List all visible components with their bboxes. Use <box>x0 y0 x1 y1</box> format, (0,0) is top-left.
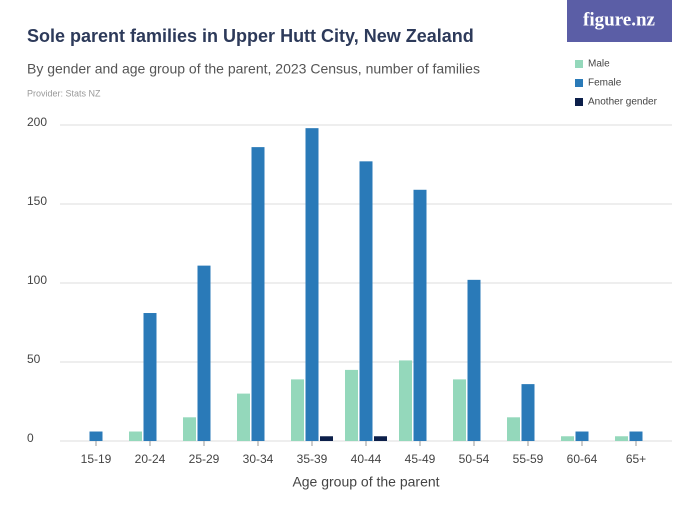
bar <box>237 393 250 441</box>
x-tick-label: 25-29 <box>189 452 220 466</box>
y-tick-label: 200 <box>27 115 47 129</box>
chart-subtitle: By gender and age group of the parent, 2… <box>27 61 480 77</box>
x-tick-label: 45-49 <box>405 452 436 466</box>
bar <box>143 313 157 441</box>
logo-box <box>567 0 672 42</box>
x-tick-label: 20-24 <box>135 452 166 466</box>
legend-swatch <box>575 98 583 106</box>
x-tick-label: 15-19 <box>81 452 112 466</box>
bar <box>183 417 196 441</box>
bar <box>345 369 358 441</box>
x-tick-label: 50-54 <box>459 452 490 466</box>
y-tick-label: 0 <box>27 431 34 445</box>
legend-swatch <box>575 79 583 87</box>
bar <box>291 379 304 441</box>
y-tick-label: 100 <box>27 273 47 287</box>
chart-title: Sole parent families in Upper Hutt City,… <box>27 26 474 46</box>
bar <box>399 360 412 441</box>
x-tick-label: 65+ <box>626 452 646 466</box>
bar <box>561 436 574 441</box>
bar <box>521 384 535 441</box>
bar <box>615 436 628 441</box>
provider: Provider: Stats NZ <box>27 88 101 98</box>
bar <box>629 431 643 441</box>
bar <box>320 436 333 441</box>
bar <box>251 147 265 441</box>
y-tick-label: 50 <box>27 352 41 366</box>
x-tick-label: 55-59 <box>513 452 544 466</box>
bar <box>374 436 387 441</box>
bar <box>129 431 142 441</box>
bar <box>413 189 427 441</box>
bar <box>197 265 211 441</box>
bar <box>507 417 520 441</box>
x-tick-label: 30-34 <box>243 452 274 466</box>
legend-label: Male <box>588 59 610 70</box>
legend-label: Female <box>588 78 622 89</box>
bar <box>305 128 319 441</box>
bar <box>359 161 373 441</box>
bar <box>467 279 481 441</box>
logo: figure.nz <box>583 9 656 30</box>
x-axis-title: Age group of the parent <box>292 474 439 490</box>
legend-label: Another gender <box>588 97 658 108</box>
x-tick-label: 60-64 <box>567 452 598 466</box>
x-tick-label: 35-39 <box>297 452 328 466</box>
bar <box>575 431 589 441</box>
x-tick-label: 40-44 <box>351 452 382 466</box>
bar <box>453 379 466 441</box>
y-tick-label: 150 <box>27 194 47 208</box>
legend-swatch <box>575 60 583 68</box>
bar <box>89 431 103 441</box>
